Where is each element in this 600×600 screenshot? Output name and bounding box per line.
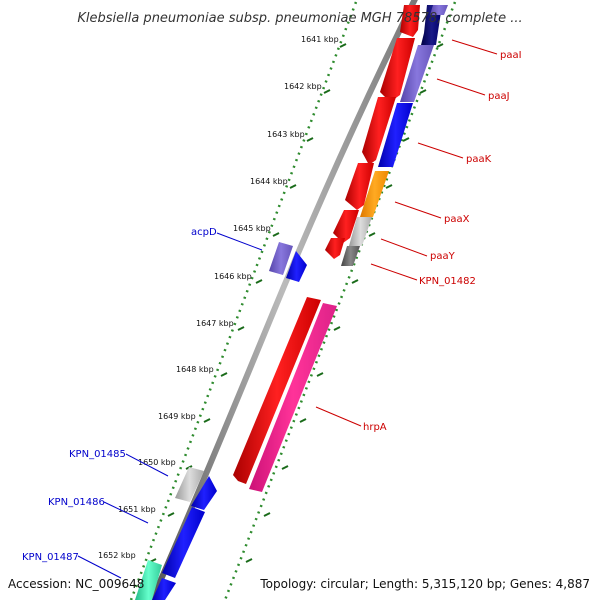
gene-paax[interactable] (360, 171, 389, 217)
label-paai[interactable]: paaI (500, 50, 522, 61)
gene-kpn01486[interactable] (162, 507, 205, 578)
label-paay[interactable]: paaY (430, 251, 456, 262)
gene-kpn01487-b[interactable] (152, 578, 176, 600)
tick-label-1646: 1646 kbp (214, 272, 252, 281)
gene-paaj-forward[interactable] (362, 97, 396, 165)
map-title: Klebsiella pneumoniae subsp. pneumoniae … (77, 11, 522, 26)
gene-paai[interactable] (430, 5, 448, 15)
label-kpn01482[interactable]: KPN_01482 (419, 276, 476, 287)
gene-paaj[interactable] (400, 45, 434, 102)
tick-label-1649: 1649 kbp (158, 412, 196, 421)
tick-label-1648: 1648 kbp (176, 365, 214, 374)
gene-hrpa-forward[interactable] (233, 297, 321, 484)
gene-paak-forward[interactable] (345, 163, 374, 210)
tick-label-1645: 1645 kbp (233, 224, 271, 233)
gene-kpn01482[interactable] (341, 246, 360, 266)
label-paak[interactable]: paaK (466, 154, 492, 165)
tick-label-1644: 1644 kbp (250, 177, 288, 186)
tick-label-1652: 1652 kbp (98, 551, 136, 560)
label-kpn01487[interactable]: KPN_01487 (22, 552, 79, 563)
leader-lines-reverse (77, 232, 263, 579)
tick-label-1647: 1647 kbp (196, 319, 234, 328)
tick-label-1641: 1641 kbp (301, 35, 339, 44)
label-kpn01486[interactable]: KPN_01486 (48, 497, 105, 508)
gene-kpn01485[interactable] (175, 467, 204, 502)
topology-text: Topology: circular; Length: 5,315,120 bp… (259, 577, 590, 591)
tick-label-1643: 1643 kbp (267, 130, 305, 139)
accession-text: Accession: NC_009648 (8, 577, 144, 591)
gene-paax-forward[interactable] (333, 210, 359, 243)
gene-paai-forward[interactable] (380, 38, 415, 102)
label-acpd[interactable]: acpD (191, 227, 217, 238)
tick-label-1642: 1642 kbp (284, 82, 322, 91)
gene-paak[interactable] (378, 103, 413, 167)
tick-guide-right (223, 1, 457, 600)
gene-hrpa[interactable] (249, 303, 337, 492)
gene-forward-top[interactable] (400, 5, 420, 37)
label-paax[interactable]: paaX (444, 214, 470, 225)
gene-paay-forward[interactable] (325, 238, 345, 259)
label-paaj[interactable]: paaJ (488, 91, 510, 102)
leader-lines-forward (315, 39, 498, 427)
gene-paay[interactable] (349, 217, 372, 246)
label-kpn01485[interactable]: KPN_01485 (69, 449, 126, 460)
gene-kpn01485-b[interactable] (191, 476, 217, 510)
tick-guide-left (129, 1, 358, 600)
gene-acpd[interactable] (286, 251, 307, 282)
gene-kpn01487[interactable] (135, 560, 162, 600)
label-hrpa[interactable]: hrpA (363, 422, 387, 433)
tick-label-1651: 1651 kbp (118, 505, 156, 514)
gene-acpd-a[interactable] (269, 242, 293, 275)
tick-label-1650: 1650 kbp (138, 458, 176, 467)
